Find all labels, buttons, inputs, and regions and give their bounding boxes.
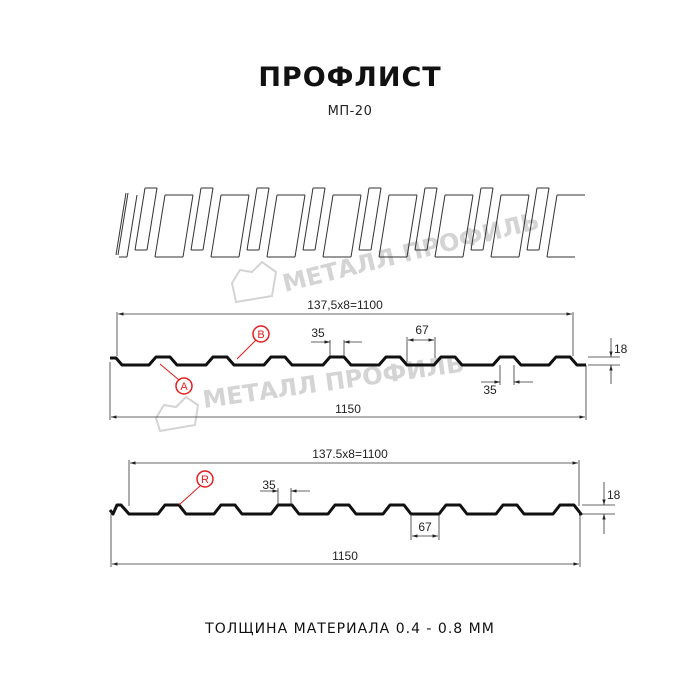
rib-base-label: 67 [415,323,429,337]
watermark-logo-2: МЕТАЛЛ ПРОФИЛЬ [154,350,466,433]
sheet-edge-line [238,194,250,258]
width-label-top: 1150 [335,402,361,416]
sheet-edge-line [370,187,382,251]
sheet-edge-line [266,194,278,258]
sheet-edge-line [294,194,306,258]
profile-bottom-section [108,503,583,516]
sheet-edge-line [134,187,146,251]
sheet-edge-line [426,187,438,251]
sheet-edge-line [538,187,550,251]
width-label-bottom: 1150 [332,549,358,563]
sheet-edge-line [146,187,158,251]
sheet-edge-line [210,194,222,258]
sheet-edge-line [190,187,202,251]
sheet-edge-line [462,194,474,258]
sheet-edge-line [182,194,194,258]
sheet-edge-line [482,187,494,251]
rib-top-label: 35 [311,326,325,340]
height-label-bottom: 18 [607,488,621,502]
sheet-edge-line [350,194,362,258]
sheet-3d-view [115,187,585,258]
sheet-edge-line [414,187,426,251]
sheet-edge-line [434,194,446,258]
pitch-label-bottom: 137.5x8=1100 [312,447,388,461]
sheet-edge-line [490,194,502,258]
svg-text:R: R [201,474,209,486]
sheet-edge-line [117,192,129,256]
page-title: ПРОФЛИСТ [258,62,442,93]
sheet-edge-line [518,194,530,258]
svg-text:МЕТАЛЛ ПРОФИЛЬ: МЕТАЛЛ ПРОФИЛЬ [201,350,466,414]
marker-r: R [178,470,214,506]
sheet-edge-line [314,187,326,251]
material-thickness-note: ТОЛЩИНА МАТЕРИАЛА 0.4 - 0.8 ММ [205,621,495,637]
rib-base-label-bottom: 67 [418,520,432,534]
profile-top-section [110,355,586,367]
marker-a: A [159,363,193,395]
profile-bottom-dimensions [110,460,615,567]
sheet-edge-line [302,187,314,251]
svg-text:A: A [180,381,188,393]
pitch-label-top: 137,5х8=1100 [307,298,383,312]
profile-top-dimensions [109,312,620,420]
sheet-edge-line [202,187,214,251]
sheet-edge-line [526,187,538,251]
svg-text:МЕТАЛЛ ПРОФИЛЬ: МЕТАЛЛ ПРОФИЛЬ [280,207,543,298]
sheet-edge-line [126,194,138,258]
height-label-top: 18 [614,342,628,356]
sheet-edge-line [378,194,390,258]
sheet-edge-line [358,187,370,251]
sheet-edge-line [246,187,258,251]
sheet-edge-line [406,194,418,258]
sheet-edge-line [546,194,558,258]
model-subtitle: МП-20 [327,104,373,119]
watermark-logo-1: МЕТАЛЛ ПРОФИЛЬ [230,207,543,304]
marker-b: B [236,325,270,360]
sheet-edge-line [258,187,270,251]
rib-bottom-label: 35 [483,383,497,397]
sheet-edge-line [115,192,127,256]
sheet-edge-line [470,187,482,251]
svg-text:B: B [257,329,264,341]
rib-top-label-bottom: 35 [262,478,276,492]
sheet-edge-line [322,194,334,258]
sheet-edge-line [154,194,166,258]
